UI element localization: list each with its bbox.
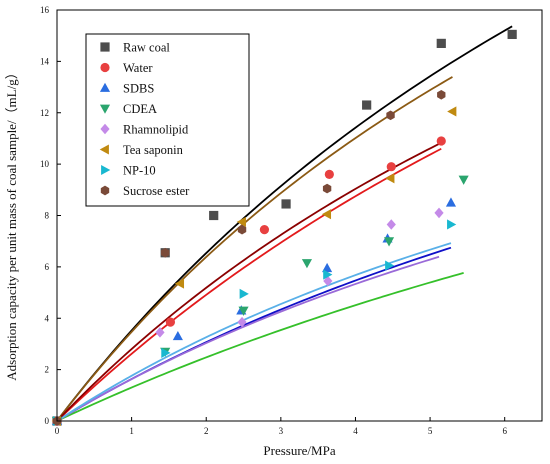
y-tick-label: 16	[40, 5, 50, 15]
point-raw-coal	[436, 38, 446, 48]
legend-box	[85, 33, 250, 207]
point-sucrose-ester	[322, 183, 332, 194]
point-raw-coal	[281, 199, 291, 209]
point-tea-saponin	[174, 278, 185, 289]
point-tea-saponin	[321, 209, 332, 220]
legend-marker-np-10	[101, 164, 111, 176]
point-sdbs	[172, 330, 183, 341]
y-tick-label: 6	[45, 262, 50, 272]
x-axis-ticks: 0 1 2 3 4 5 6	[55, 417, 507, 436]
fit-curves	[56, 25, 513, 422]
y-tick-label: 10	[40, 159, 50, 169]
x-tick-label: 6	[502, 426, 507, 436]
x-tick-label: 2	[204, 426, 209, 436]
y-tick-label: 12	[40, 108, 49, 118]
legend-label-cdea: CDEA	[123, 102, 157, 116]
data-points	[51, 29, 517, 427]
point-sucrose-ester	[161, 247, 170, 258]
point-sucrose-ester	[237, 224, 247, 235]
point-tea-saponin	[447, 106, 457, 117]
legend-marker-water	[100, 62, 110, 73]
legend-label-sucrose-ester: Sucrose ester	[123, 184, 190, 198]
point-np-10	[239, 288, 249, 299]
fit-curve-raw-coal	[56, 25, 513, 422]
fit-curve-rhamnolipid	[56, 255, 440, 422]
point-np-10	[161, 347, 171, 358]
point-raw-coal	[209, 210, 219, 221]
point-rhamnolipid	[386, 219, 396, 230]
point-tea-saponin	[385, 173, 395, 184]
point-np-10	[447, 219, 457, 230]
x-tick-label: 5	[428, 426, 433, 436]
y-tick-label: 2	[45, 365, 50, 375]
legend-label-np-10: NP-10	[123, 164, 156, 178]
point-sdbs	[322, 262, 333, 273]
point-rhamnolipid	[434, 207, 444, 219]
fit-curve-water	[56, 147, 442, 422]
point-np-10	[323, 269, 333, 280]
x-tick-label: 3	[279, 426, 284, 436]
x-tick-label: 0	[55, 426, 60, 436]
point-sucrose-ester	[386, 110, 395, 121]
point-sucrose-ester	[437, 89, 446, 100]
y-axis-ticks: 0 2 4 6 8 10 12 14 16	[40, 5, 61, 426]
point-rhamnolipid	[155, 327, 165, 338]
point-rhamnolipid	[323, 275, 333, 287]
legend-label-water: Water	[123, 61, 153, 75]
point-cdea	[301, 259, 313, 269]
point-water	[165, 317, 176, 327]
point-sdbs	[445, 197, 457, 207]
point-raw-coal	[507, 29, 517, 40]
legend: Raw coal Water SDBS CDEA Rhamnolipid Tea sapo…	[85, 33, 250, 207]
y-tick-label: 4	[45, 313, 50, 323]
legend-marker-rhamnolipid	[100, 123, 110, 135]
legend-label-tea-saponin: Tea saponin	[123, 143, 184, 157]
y-axis-title: Adsorption capacity per unit mass of coa…	[4, 66, 19, 380]
y-tick-label: 14	[40, 56, 50, 66]
point-cdea	[458, 175, 469, 185]
legend-marker-cdea	[99, 104, 111, 114]
legend-marker-tea-saponin	[99, 144, 109, 155]
x-tick-label: 1	[129, 426, 134, 436]
legend-marker-sucrose-ester	[100, 185, 110, 196]
point-rhamnolipid	[237, 316, 247, 328]
y-tick-label: 8	[45, 211, 50, 221]
fit-curve-sucrose-ester	[56, 142, 442, 422]
legend-label-sdbs: SDBS	[123, 82, 154, 96]
point-water	[386, 162, 396, 172]
legend-marker-sdbs	[99, 82, 111, 92]
point-raw-coal	[362, 100, 372, 110]
x-tick-label: 4	[353, 426, 358, 436]
y-tick-label: 0	[45, 416, 50, 426]
point-np-10	[385, 260, 395, 271]
point-water	[259, 225, 270, 235]
point-water	[436, 136, 446, 146]
point-cdea	[383, 237, 395, 247]
point-tea-saponin	[236, 216, 246, 227]
x-axis-title: Pressure/MPa	[263, 443, 335, 458]
fit-curve-cdea	[56, 272, 464, 422]
point-cdea	[238, 306, 249, 316]
legend-marker-raw-coal	[100, 42, 110, 52]
legend-label-raw-coal: Raw coal	[123, 41, 170, 55]
point-water	[324, 169, 334, 179]
legend-label-rhamnolipid: Rhamnolipid	[123, 123, 189, 137]
